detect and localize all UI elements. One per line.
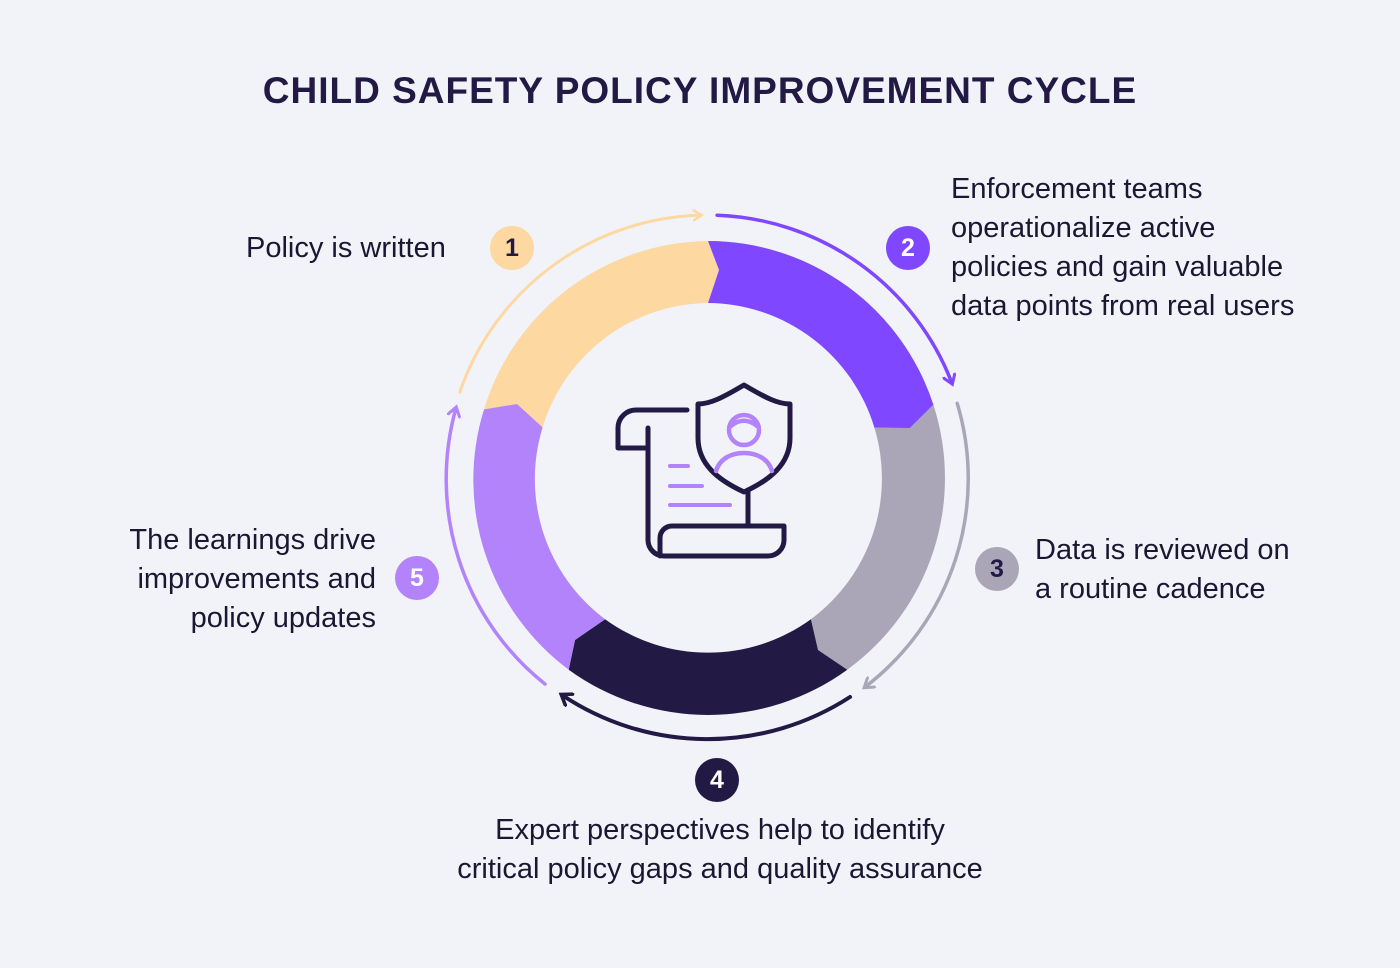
step-5-line: policy updates bbox=[190, 602, 376, 634]
step-3-line: a routine cadence bbox=[1035, 573, 1266, 605]
step-2-line: operationalize active bbox=[951, 212, 1216, 244]
ring-segment-1 bbox=[484, 241, 719, 428]
step-5-badge: 5 bbox=[395, 556, 439, 600]
step-3-line: Data is reviewed on bbox=[1035, 534, 1290, 566]
step-2-line: policies and gain valuable bbox=[951, 251, 1284, 283]
step-3-badge: 3 bbox=[975, 547, 1019, 591]
step-4-label: Expert perspectives help to identify cri… bbox=[360, 811, 1080, 889]
step-2-badge: 2 bbox=[886, 226, 930, 270]
step-2-line: Enforcement teams bbox=[951, 173, 1203, 205]
cycle-arrow-1 bbox=[458, 215, 701, 394]
cycle-arrow-2 bbox=[715, 213, 952, 383]
step-3-label: Data is reviewed on a routine cadence bbox=[1035, 531, 1290, 609]
step-4-line: critical policy gaps and quality assuran… bbox=[457, 853, 983, 885]
policy-scroll-shield-child-icon bbox=[615, 382, 793, 559]
step-5-line: The learnings drive bbox=[129, 524, 376, 556]
ring-segment-2 bbox=[708, 241, 934, 428]
ring-segment-4 bbox=[568, 619, 848, 715]
ring-segment-5 bbox=[473, 404, 606, 670]
step-5-line: improvements and bbox=[137, 563, 376, 595]
step-4-line: Expert perspectives help to identify bbox=[495, 814, 945, 846]
cycle-arrow-4 bbox=[562, 695, 852, 742]
step-4-badge: 4 bbox=[695, 758, 739, 802]
step-2-line: data points from real users bbox=[951, 290, 1295, 322]
cycle-arrow-3 bbox=[865, 401, 970, 687]
step-1-badge: 1 bbox=[490, 226, 534, 270]
step-5-label: The learnings drive improvements and pol… bbox=[129, 521, 376, 638]
ring-segment-3 bbox=[810, 404, 945, 670]
step-1-label: Policy is written bbox=[246, 232, 446, 264]
cycle-arrow-5 bbox=[444, 408, 547, 686]
step-2-label: Enforcement teams operationalize active … bbox=[951, 170, 1294, 326]
diagram-title: CHILD SAFETY POLICY IMPROVEMENT CYCLE bbox=[262, 70, 1138, 111]
